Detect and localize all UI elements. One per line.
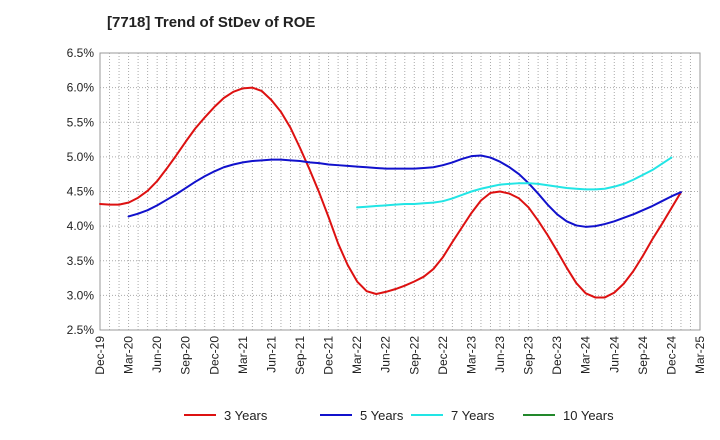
y-tick-label: 6.0% bbox=[67, 81, 95, 95]
series-line-3-years bbox=[99, 86, 682, 299]
x-tick-label: Dec-20 bbox=[207, 336, 221, 375]
x-tick-label: Sep-23 bbox=[522, 336, 536, 375]
y-tick-label: 6.5% bbox=[67, 46, 95, 60]
x-tick-label: Jun-21 bbox=[264, 336, 278, 373]
x-tick-label: Dec-22 bbox=[436, 336, 450, 375]
x-tick-label: Dec-24 bbox=[664, 336, 678, 375]
x-tick-label: Mar-21 bbox=[236, 336, 250, 374]
y-tick-label: 5.5% bbox=[67, 115, 95, 129]
x-tick-label: Sep-20 bbox=[179, 336, 193, 375]
x-tick-label: Jun-24 bbox=[607, 336, 621, 373]
x-tick-label: Mar-23 bbox=[464, 336, 478, 374]
x-tick-label: Dec-19 bbox=[93, 336, 107, 375]
axis-layer: 2.5% 3.0% 3.5% 4.0% 4.5% 5.0% 5.5% 6.0% 6.5% Dec-… bbox=[67, 46, 707, 375]
y-tick-label: 4.5% bbox=[67, 185, 95, 199]
y-tick-label: 5.0% bbox=[67, 150, 95, 164]
legend-label-10-years: 10 Years bbox=[563, 408, 614, 423]
series-line-5-years bbox=[127, 154, 682, 228]
x-tick-label: Sep-21 bbox=[293, 336, 307, 375]
series-layer bbox=[99, 86, 682, 299]
x-tick-label: Jun-20 bbox=[150, 336, 164, 373]
series-line-7-years bbox=[356, 156, 673, 209]
legend-label-3-years: 3 Years bbox=[224, 408, 268, 423]
x-tick-label: Jun-22 bbox=[379, 336, 393, 373]
legend-label-7-years: 7 Years bbox=[451, 408, 495, 423]
x-tick-label: Mar-25 bbox=[693, 336, 707, 374]
y-tick-label: 3.0% bbox=[67, 288, 95, 302]
y-tick-label: 4.0% bbox=[67, 219, 95, 233]
chart-title: [7718] Trend of StDev of ROE bbox=[107, 14, 316, 31]
x-tick-label: Mar-24 bbox=[579, 336, 593, 374]
x-tick-label: Sep-22 bbox=[407, 336, 421, 375]
x-tick-label: Dec-21 bbox=[322, 336, 336, 375]
x-tick-label: Mar-22 bbox=[350, 336, 364, 374]
legend: 3 Years 5 Years 7 Years 10 Years bbox=[184, 408, 614, 423]
x-tick-label: Jun-23 bbox=[493, 336, 507, 373]
x-tick-label: Dec-23 bbox=[550, 336, 564, 375]
x-tick-label: Sep-24 bbox=[636, 336, 650, 375]
x-tick-label: Mar-20 bbox=[122, 336, 136, 374]
y-tick-label: 2.5% bbox=[67, 323, 95, 337]
y-tick-label: 3.5% bbox=[67, 254, 95, 268]
legend-label-5-years: 5 Years bbox=[360, 408, 404, 423]
